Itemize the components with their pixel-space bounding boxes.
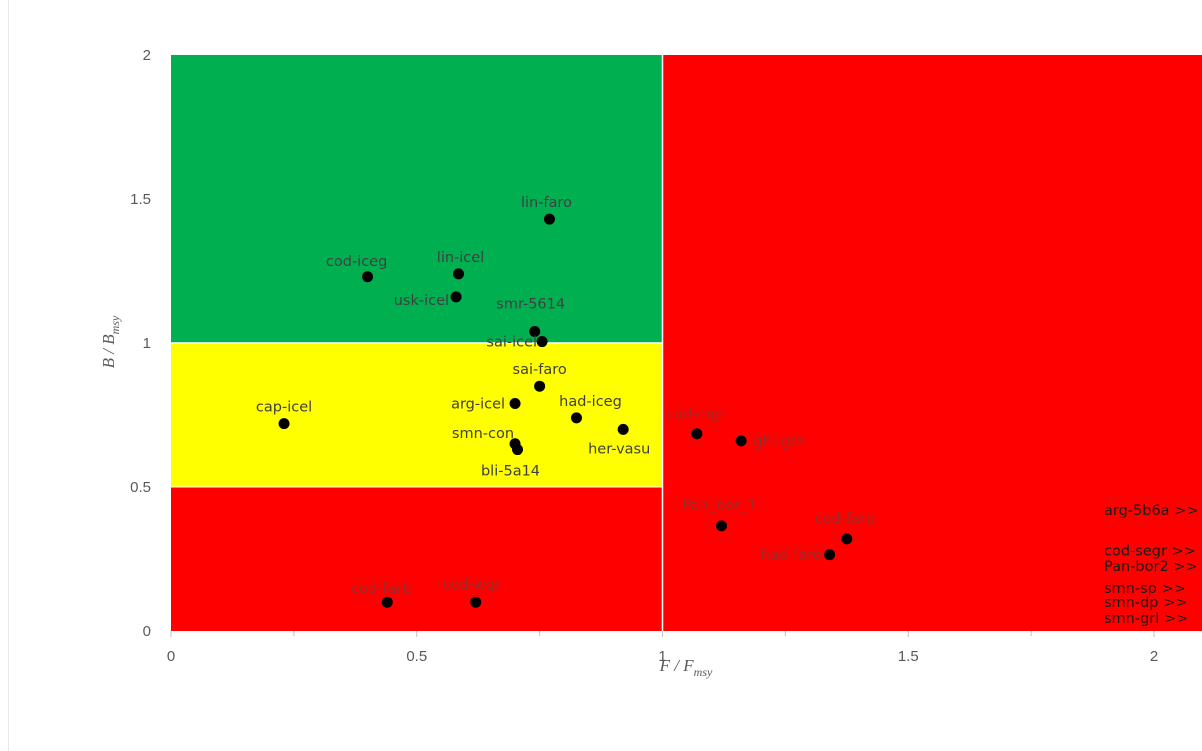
point-pan-bor-1 (715, 520, 727, 532)
x-tick-label: 1.5 (898, 648, 919, 665)
stock-points: lin-faro cod-iceg lin-icel usk-icel smr-5614… (256, 195, 875, 608)
point-smr-5614 (529, 325, 541, 337)
point-ghl-grn (735, 435, 747, 447)
offscale-label: arg-5b6a >> (1104, 503, 1198, 519)
point-label: smn-con (452, 426, 514, 442)
x-tick-label: 2 (1150, 648, 1158, 665)
y-axis-ticks: 0 0.5 1 1.5 2 (130, 47, 151, 640)
point-cod-farp (841, 533, 853, 545)
zone-yellow (171, 343, 663, 487)
point-cod-farb (381, 596, 393, 608)
point-cod-iceg (362, 271, 374, 283)
point-label: cod-farb (351, 581, 411, 597)
point-label: sai-faro (513, 362, 567, 378)
offscale-stock-labels: arg-5b6a >> cod-segr >>Pan-bor2 >> smn-sp … (1104, 503, 1198, 627)
point-label: lin-faro (521, 195, 572, 211)
y-tick-label: 2 (143, 47, 151, 64)
x-tick-label: 1 (658, 648, 666, 665)
point-label: smr-5614 (496, 296, 565, 312)
point-arg-icel (509, 397, 521, 409)
point-label: cap-icel (256, 400, 312, 416)
point-label: cod-wgr (443, 577, 501, 593)
zone-red-right (662, 55, 1202, 631)
x-tick-label: 0.5 (406, 648, 427, 665)
offscale-label: smn-sp >> (1104, 581, 1186, 597)
y-axis-title-sub: msy (108, 315, 122, 334)
point-bli-5a14 (512, 444, 524, 456)
offscale-label: Pan-bor2 >> (1104, 559, 1198, 575)
page-frame-line (8, 0, 9, 751)
offscale-label: cod-segr >> (1104, 543, 1196, 559)
point-label: lin-icel (437, 250, 484, 266)
point-her-vasu (617, 423, 629, 435)
x-axis-title: F / Fmsy (659, 656, 713, 679)
y-tick-label: 0.5 (130, 479, 151, 496)
y-tick-label: 1 (143, 335, 151, 352)
x-axis-title-sub: msy (694, 665, 713, 679)
point-label: Pan_bor_1 (683, 498, 757, 514)
point-sai-faro (534, 380, 546, 392)
point-had-iceg (570, 412, 582, 424)
y-tick-label: 1.5 (130, 191, 151, 208)
point-cod-wgr (470, 596, 482, 608)
point-label: sai-icel (486, 335, 537, 351)
y-tick-label: 0 (143, 623, 151, 640)
point-label: usk-icel (394, 293, 449, 309)
point-label: bli-5a14 (481, 464, 540, 480)
point-sai-icel (536, 336, 548, 348)
point-label: cod-farp (815, 511, 875, 527)
point-cap-icel (278, 418, 290, 430)
point-label: her-vasu (588, 441, 650, 457)
x-tick-label: 0 (167, 648, 175, 665)
offscale-label: smn-grl >> (1104, 611, 1188, 627)
point-lin-icel (453, 268, 465, 280)
zone-green (171, 55, 663, 343)
point-label: cod-iceg (326, 254, 387, 270)
zone-red-low (171, 487, 663, 631)
y-axis-title-main: B / B (99, 334, 118, 369)
stock-status-zones (171, 55, 1202, 631)
point-lin-faro (543, 213, 555, 225)
point-cod-ingr (691, 428, 703, 440)
point-label: cod-ingr (666, 407, 726, 423)
x-axis-title-main: F / F (659, 656, 695, 675)
y-axis-title: B / Bmsy (99, 315, 122, 368)
point-label: ghl-grn (753, 434, 805, 450)
point-label: had-faro (761, 548, 822, 564)
x-axis-ticks: 0 0.5 1 1.5 2 (167, 631, 1158, 665)
offscale-label: smn-dp >> (1104, 595, 1187, 611)
point-usk-icel (450, 291, 462, 303)
point-had-faro (824, 549, 836, 561)
point-label: arg-icel (451, 396, 505, 412)
point-label: had-iceg (559, 394, 622, 410)
